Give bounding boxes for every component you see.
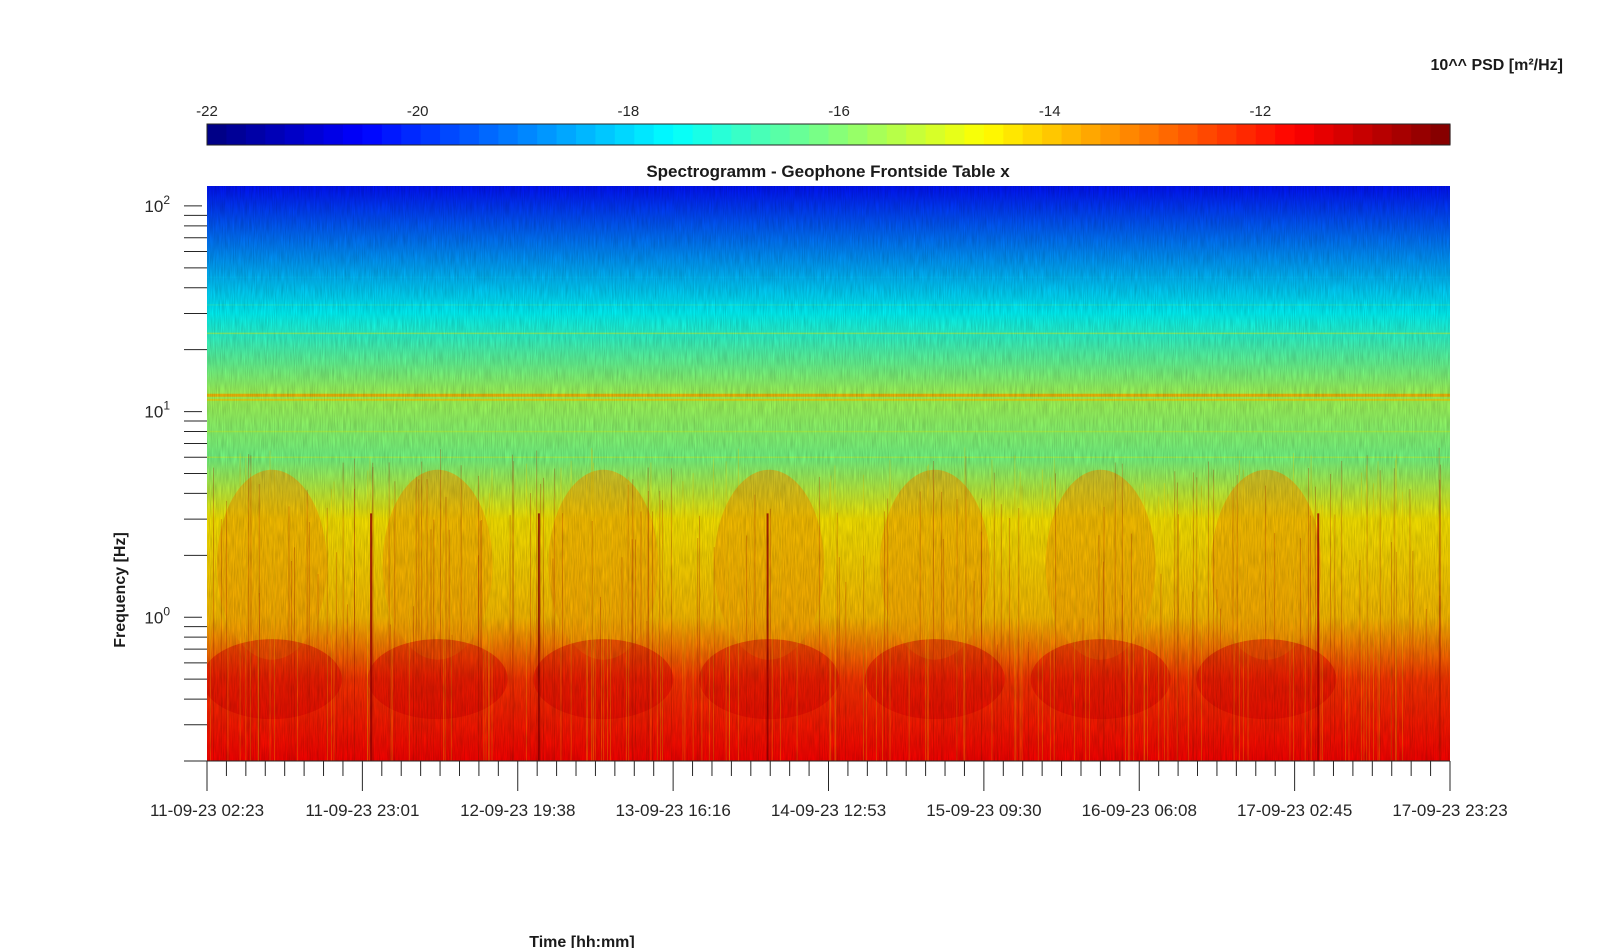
colorbar-step [265,124,286,145]
colorbar-step [983,124,1004,145]
colorbar-step [401,124,422,145]
x-tick-label: 16-09-23 06:08 [1082,801,1197,820]
colorbar-step [1275,124,1296,145]
colorbar-step [1158,124,1179,145]
colorbar-step [1119,124,1140,145]
colorbar-step [440,124,461,145]
colorbar-step [245,124,266,145]
y-tick-label: 101 [144,399,170,422]
colorbar-step [1178,124,1199,145]
colorbar-step [692,124,713,145]
spectrogram-noise [207,186,1450,761]
colorbar-tick-label: -22 [196,103,218,120]
colorbar-step [1003,124,1024,145]
x-axis-label: Time [hh:mm] [529,934,634,948]
colorbar-step [809,124,830,145]
colorbar-step [653,124,674,145]
colorbar-step [1411,124,1432,145]
colorbar-step [614,124,635,145]
colorbar-step [478,124,499,145]
colorbar-step [673,124,694,145]
colorbar-label: 10^^ PSD [m²/Hz] [1431,57,1563,74]
x-tick-label: 17-09-23 23:23 [1392,801,1507,820]
colorbar-step [1352,124,1373,145]
colorbar-step [207,124,228,145]
x-tick-label: 17-09-23 02:45 [1237,801,1352,820]
colorbar-step [1022,124,1043,145]
colorbar-step [1294,124,1315,145]
colorbar-step [1372,124,1393,145]
colorbar-step [770,124,791,145]
colorbar-step [1314,124,1335,145]
colorbar-step [789,124,810,145]
colorbar-step [517,124,538,145]
colorbar-step [867,124,888,145]
colorbar-step [304,124,325,145]
colorbar-steps [206,123,1451,146]
y-tick-label: 100 [144,604,170,627]
colorbar-step [226,124,247,145]
colorbar-step [711,124,732,145]
colorbar-step [498,124,519,145]
colorbar-tick-label: -14 [1039,103,1061,120]
colorbar-tick-label: -18 [618,103,640,120]
x-tick-label: 15-09-23 09:30 [926,801,1041,820]
x-tick-label: 14-09-23 12:53 [771,801,886,820]
colorbar-step [1100,124,1121,145]
colorbar-step [847,124,868,145]
colorbar-step [1080,124,1102,145]
colorbar-step [362,124,383,145]
colorbar-step [1197,124,1218,145]
colorbar-step [342,124,363,145]
colorbar-step [556,124,577,145]
x-tick-label: 11-09-23 02:23 [150,801,264,820]
colorbar-step [381,124,402,145]
colorbar-frame [206,123,1451,146]
colorbar-step [459,124,480,145]
colorbar-step [595,124,616,145]
colorbar-step [828,124,849,145]
x-tick-label: 11-09-23 23:01 [305,801,419,820]
colorbar-step [1061,124,1082,145]
x-tick-label: 12-09-23 19:38 [460,801,575,820]
colorbar-step [1236,124,1257,145]
colorbar-step [925,124,946,145]
colorbar-step [886,124,907,145]
colorbar-step [750,124,771,145]
spectrogram-plot-area [207,186,1450,761]
y-axis-label: Frequency [Hz] [112,532,129,648]
colorbar-step [537,124,558,145]
chart-title: Spectrogramm - Geophone Frontside Table … [646,162,1010,181]
colorbar-step [945,124,966,145]
colorbar-tick-label: -20 [407,103,429,120]
colorbar-step [634,124,655,145]
colorbar-step [1216,124,1237,145]
x-tick-label: 13-09-23 16:16 [615,801,730,820]
colorbar-step [906,124,927,145]
colorbar-step [284,124,305,145]
colorbar-step [1391,124,1412,145]
colorbar-step [1333,124,1354,145]
colorbar-step [420,124,441,145]
colorbar-step [1139,124,1160,145]
colorbar-step [964,124,985,145]
x-axis: 11-09-23 02:23 11-09-23 23:01 12-09-23 19:… [150,760,1508,820]
colorbar-step [1042,124,1063,145]
colorbar-step [1255,124,1276,145]
y-axis: 102 101 100 [144,193,207,762]
colorbar-step [731,124,752,145]
colorbar-tick-label: -12 [1250,103,1272,120]
y-tick-label: 102 [144,193,170,216]
colorbar-step [576,124,597,145]
colorbar-step [323,124,344,145]
colorbar-tick-label: -16 [828,103,850,120]
colorbar-step [1430,124,1451,145]
